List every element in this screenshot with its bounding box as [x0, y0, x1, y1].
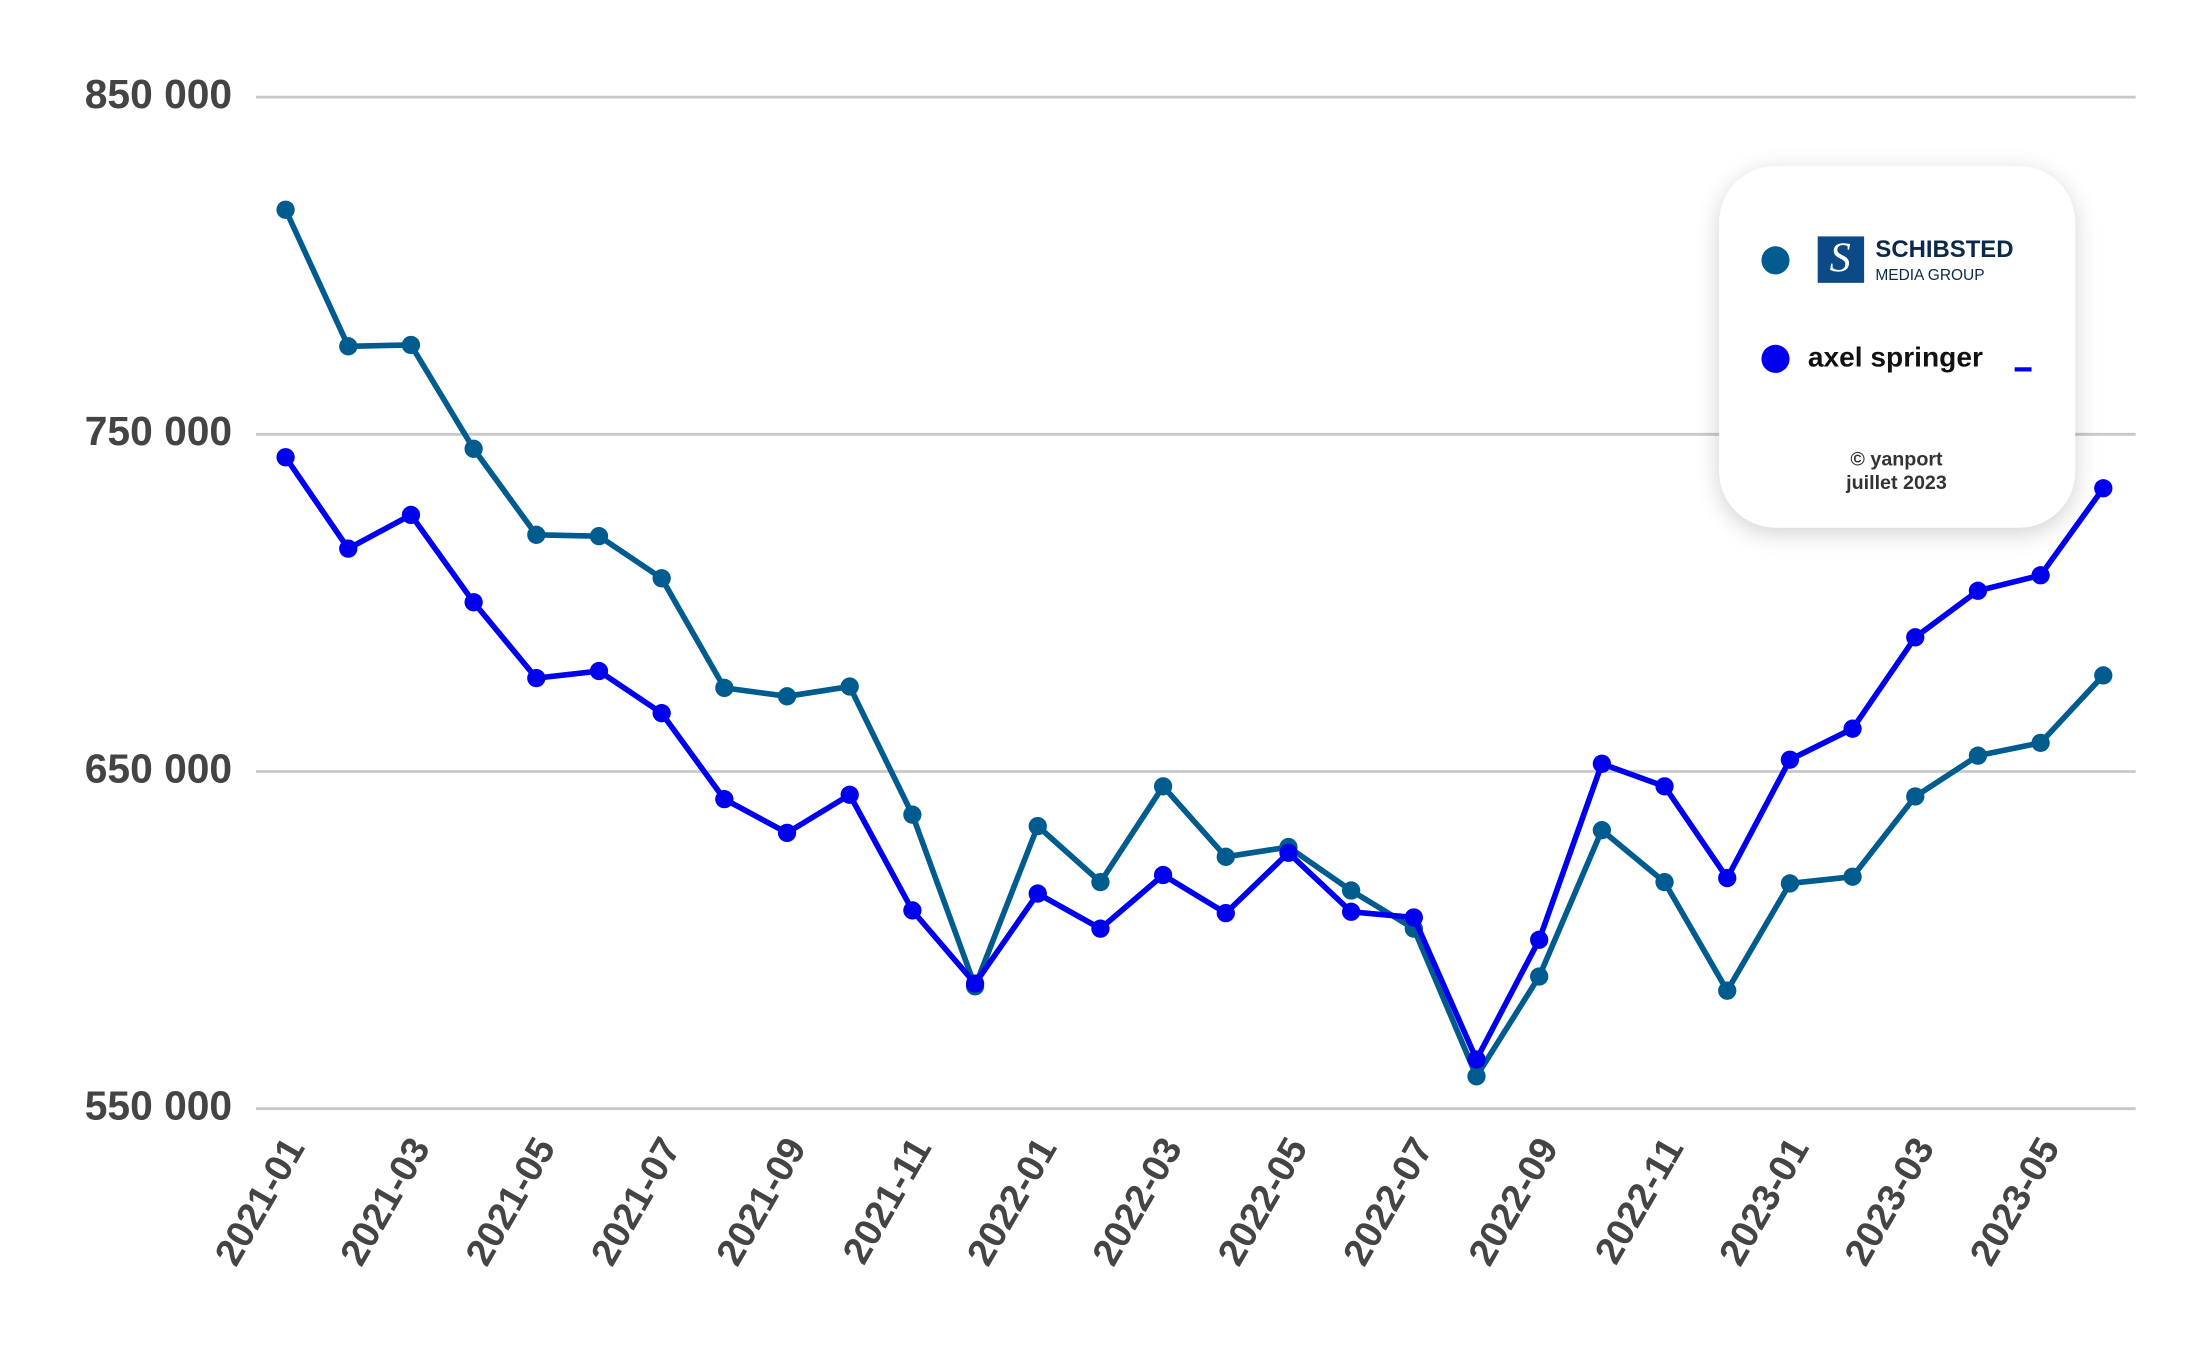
data-point: [276, 200, 295, 219]
data-point: [1906, 628, 1925, 647]
data-point: [903, 805, 922, 824]
data-point: [276, 448, 295, 467]
x-tick-label: 2021-09: [709, 1131, 815, 1273]
data-point: [1091, 872, 1110, 892]
legend-label: axel springer: [1808, 341, 1983, 372]
data-point: [401, 335, 421, 355]
x-tick-label: 2021-05: [458, 1131, 564, 1273]
data-point: [464, 439, 483, 458]
logo-icon: [1817, 236, 1865, 283]
data-point: [1467, 1050, 1486, 1069]
data-point: [777, 687, 797, 706]
credit: juillet 2023: [1845, 472, 1947, 494]
x-tick-label: 2022-01: [959, 1131, 1065, 1273]
x-tick-label: 2022-05: [1210, 1131, 1316, 1273]
data-point: [339, 539, 358, 558]
data-point: [1592, 821, 1612, 840]
x-tick-label: 2021-11: [835, 1131, 940, 1271]
legend-marker: [1761, 246, 1790, 275]
x-tick-label: 2022-03: [1085, 1131, 1191, 1273]
legend-marker: [1761, 344, 1790, 373]
data-point: [1216, 847, 1235, 866]
data-point: [1153, 777, 1173, 796]
data-point: [777, 823, 797, 843]
data-point: [1718, 981, 1737, 1000]
legend: S SCHIBSTED MEDIA GROUP axel springer © …: [1719, 166, 2076, 528]
data-point: [1342, 902, 1361, 921]
data-point: [1843, 719, 1862, 738]
data-point: [589, 661, 609, 681]
data-point: [1843, 867, 1862, 886]
x-tick-label: 2022-09: [1461, 1131, 1567, 1273]
data-point: [1467, 1067, 1486, 1086]
x-tick-label: 2023-05: [1962, 1131, 2068, 1273]
x-tick-label: 2023-03: [1837, 1131, 1943, 1273]
data-point: [1718, 868, 1737, 888]
data-point: [1404, 908, 1423, 927]
data-point: [464, 593, 483, 612]
x-tick-label: 2022-11: [1587, 1131, 1692, 1271]
logo-subtitle: MEDIA GROUP: [1875, 267, 1984, 284]
data-point: [965, 974, 985, 993]
data-point: [339, 337, 358, 356]
data-point: [840, 785, 859, 804]
data-point: [1279, 843, 1298, 862]
data-point: [1592, 754, 1612, 773]
series-line: [283, 455, 2106, 1063]
data-point: [1655, 777, 1674, 796]
x-tick-label: 2021-03: [333, 1131, 439, 1273]
legend-box: [1719, 166, 2076, 528]
x-tick-label: 2021-01: [207, 1131, 313, 1273]
series-line: [283, 208, 2106, 1080]
data-point: [1906, 787, 1925, 806]
data-point: [2094, 666, 2113, 685]
data-point: [652, 704, 671, 723]
data-point: [401, 505, 421, 525]
data-point: [527, 525, 546, 544]
y-tick-label: 750 000: [85, 408, 232, 454]
data-point: [2094, 479, 2113, 498]
data-point: [1091, 919, 1110, 938]
data-point: [1530, 930, 1549, 949]
data-point: [1780, 874, 1800, 893]
logo-letter: S: [1830, 234, 1851, 281]
data-point: [1780, 750, 1800, 769]
data-point: [2031, 733, 2050, 752]
data-point: [1968, 746, 1988, 765]
data-point: [527, 668, 546, 688]
x-tick-label: 2021-07: [583, 1131, 689, 1273]
data-point: [1968, 581, 1988, 600]
data-point: [589, 527, 609, 546]
x-tick-label: 2022-07: [1336, 1131, 1442, 1273]
data-point: [1342, 881, 1361, 900]
data-point: [715, 790, 734, 809]
credit: © yanport: [1850, 448, 1943, 470]
legend-label: SCHIBSTED: [1875, 236, 2013, 263]
data-point: [652, 569, 671, 588]
data-point: [715, 678, 734, 698]
data-point: [903, 901, 922, 920]
y-tick-label: 650 000: [85, 745, 232, 791]
data-point: [1216, 903, 1235, 923]
x-tick-label: 2023-01: [1712, 1131, 1818, 1273]
data-point: [1028, 816, 1047, 836]
logo-underscore: [2014, 367, 2032, 372]
data-point: [1655, 872, 1674, 892]
data-point: [840, 677, 859, 696]
data-point: [1028, 884, 1047, 903]
data-point: [1153, 865, 1173, 885]
data-point: [1530, 967, 1549, 986]
data-point: [2031, 566, 2050, 585]
y-tick-label: 550 000: [85, 1082, 232, 1128]
y-tick-label: 850 000: [85, 71, 232, 117]
